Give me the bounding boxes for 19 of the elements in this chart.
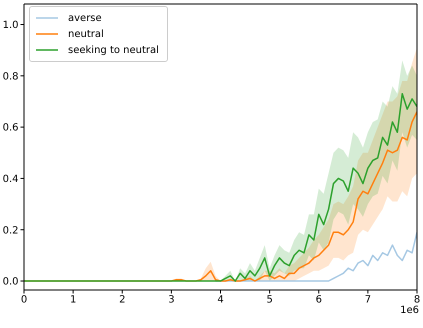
y-tick-label: 1.0	[2, 20, 18, 32]
legend-label: neutral	[68, 28, 104, 40]
x-tick-label: 8	[414, 294, 420, 306]
y-tick-label: 0.6	[2, 122, 18, 134]
legend-label: seeking to neutral	[68, 44, 159, 56]
text: 1e6	[400, 305, 419, 316]
x-tick-label: 1	[70, 294, 76, 306]
x-tick-label: 4	[217, 294, 224, 306]
x-tick-label: 7	[364, 294, 372, 306]
x-tick-label: 2	[119, 294, 126, 306]
y-tick-label: 0.2	[2, 225, 18, 236]
y-tick-label: 0.0	[2, 276, 18, 288]
x-tick-label: 5	[266, 294, 273, 306]
x-tick-label: 0	[20, 294, 28, 306]
legend-label: averse	[68, 12, 102, 24]
x-tick-label: 3	[168, 294, 175, 306]
y-tick-label: 0.8	[2, 71, 18, 82]
y-tick-label: 0.4	[2, 174, 18, 185]
x-tick-label: 6	[316, 294, 322, 306]
